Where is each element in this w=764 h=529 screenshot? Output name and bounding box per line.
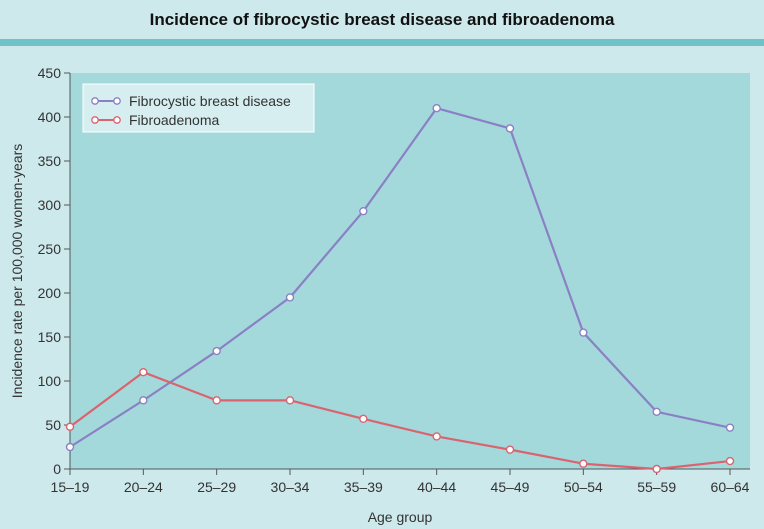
x-tick-label: 30–34 xyxy=(271,479,310,495)
x-tick-label: 60–64 xyxy=(711,479,750,495)
y-tick-label: 350 xyxy=(38,153,62,169)
data-point xyxy=(212,396,221,405)
data-point xyxy=(505,445,515,454)
legend-marker xyxy=(91,97,99,105)
series-line xyxy=(69,371,731,471)
data-point xyxy=(652,464,661,474)
y-tick-label: 0 xyxy=(53,461,61,477)
x-axis-label: Age group xyxy=(368,509,433,525)
data-point xyxy=(725,423,735,432)
data-point xyxy=(725,456,735,466)
x-tick-label: 40–44 xyxy=(417,479,456,495)
y-tick-label: 300 xyxy=(38,197,62,213)
data-point xyxy=(579,328,588,337)
chart-title: Incidence of fibrocystic breast disease … xyxy=(149,10,615,29)
data-point xyxy=(579,459,588,468)
data-point xyxy=(139,396,148,405)
data-point xyxy=(285,293,295,302)
x-tick-label: 45–49 xyxy=(491,479,530,495)
y-tick-label: 50 xyxy=(45,417,61,433)
y-tick-label: 400 xyxy=(38,109,62,125)
x-tick-label: 25–29 xyxy=(197,479,236,495)
legend-marker xyxy=(113,116,121,124)
chart-header: Incidence of fibrocystic breast disease … xyxy=(0,0,764,46)
data-point xyxy=(139,368,148,377)
series-fibroadenoma xyxy=(65,368,735,474)
legend-box xyxy=(82,83,315,133)
axes: 0 50 100 150 200 250 300 350 400 450 15–19 20–24 25–… xyxy=(38,65,750,495)
x-tick-label: 35–39 xyxy=(344,479,383,495)
data-point xyxy=(652,407,661,416)
y-tick-label: 150 xyxy=(38,329,62,345)
data-point xyxy=(505,124,515,133)
series-fibrocystic xyxy=(65,103,735,452)
x-tick-label: 20–24 xyxy=(124,479,163,495)
x-tick-label: 55–59 xyxy=(637,479,676,495)
y-tick-label: 250 xyxy=(38,241,62,257)
y-axis-label: Incidence rate per 100,000 women-years xyxy=(9,144,25,398)
legend-label: Fibrocystic breast disease xyxy=(129,93,291,109)
data-point xyxy=(65,442,75,452)
y-tick-label: 100 xyxy=(38,373,62,389)
data-point xyxy=(432,432,441,441)
x-tick-label: 50–54 xyxy=(564,479,603,495)
series-line xyxy=(69,107,731,448)
data-point xyxy=(359,414,368,424)
x-tick-label: 15–19 xyxy=(51,479,90,495)
data-point xyxy=(212,346,221,356)
legend-marker xyxy=(113,97,121,105)
plot-area xyxy=(70,73,750,469)
legend-marker xyxy=(91,116,99,124)
y-tick-label: 450 xyxy=(38,65,62,81)
data-point xyxy=(432,103,441,113)
data-point xyxy=(65,422,75,431)
legend-label: Fibroadenoma xyxy=(129,112,219,128)
data-point xyxy=(285,396,295,405)
y-tick-label: 200 xyxy=(38,285,62,301)
legend: Fibrocystic breast disease Fibroadenoma xyxy=(82,83,315,133)
data-point xyxy=(359,206,368,216)
series-layer xyxy=(65,103,735,474)
